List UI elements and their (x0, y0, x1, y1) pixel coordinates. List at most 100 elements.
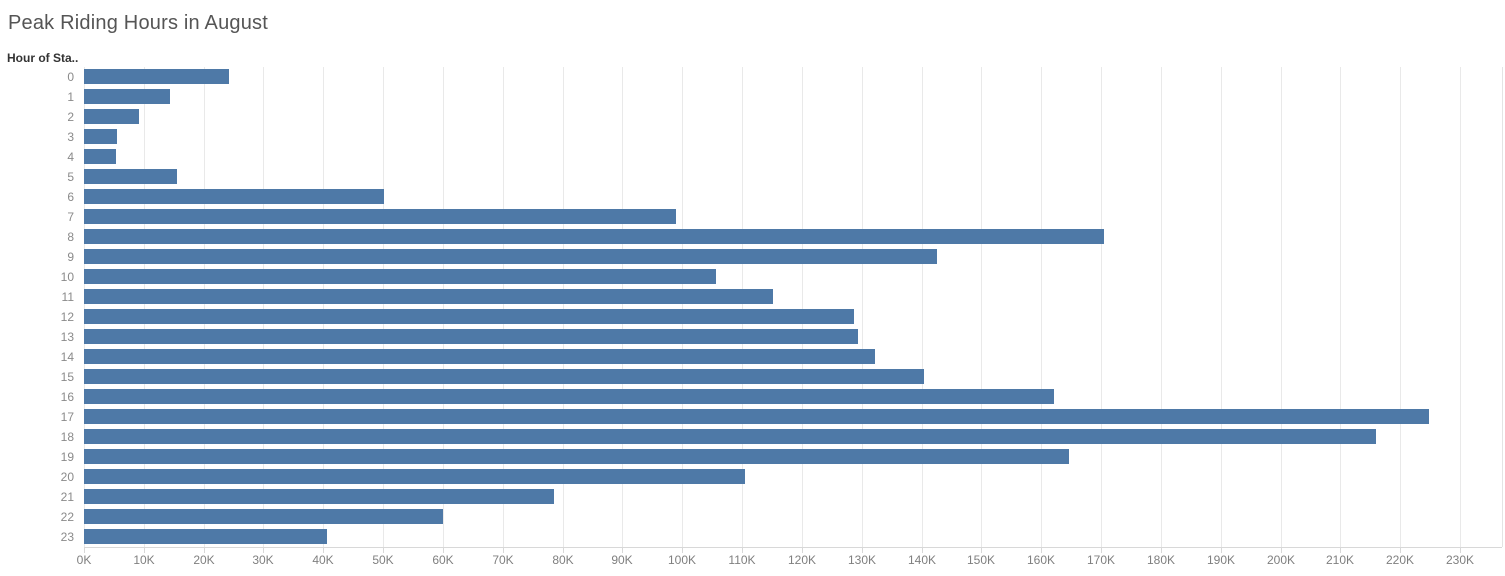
x-axis-tick (1101, 548, 1102, 553)
x-tick-label-20K: 20K (193, 553, 215, 567)
gridline (1400, 67, 1401, 547)
x-axis-tick (622, 548, 623, 553)
x-axis-tick (922, 548, 923, 553)
y-header-hour-20[interactable]: 20 (60, 470, 74, 484)
bar-hour-18[interactable] (84, 429, 1376, 444)
x-axis-tick (742, 548, 743, 553)
bar-hour-14[interactable] (84, 349, 875, 364)
bar-hour-5[interactable] (84, 169, 177, 184)
x-tick-label-140K: 140K (907, 553, 937, 567)
y-header-hour-2[interactable]: 2 (67, 110, 74, 124)
y-header-hour-1[interactable]: 1 (67, 90, 74, 104)
bar-hour-8[interactable] (84, 229, 1104, 244)
gridline (443, 67, 444, 547)
gridline (742, 67, 743, 547)
bar-hour-3[interactable] (84, 129, 117, 144)
x-axis-tick (443, 548, 444, 553)
y-header-hour-11[interactable]: 11 (61, 290, 74, 304)
bar-hour-21[interactable] (84, 489, 554, 504)
gridline (1041, 67, 1042, 547)
x-tick-label-80K: 80K (552, 553, 574, 567)
x-axis-line (84, 547, 1502, 548)
y-header-hour-7[interactable]: 7 (67, 210, 74, 224)
bar-hour-0[interactable] (84, 69, 229, 84)
x-tick-label-0K: 0K (76, 553, 92, 567)
y-header-hour-22[interactable]: 22 (60, 510, 74, 524)
bar-hour-20[interactable] (84, 469, 745, 484)
bar-hour-17[interactable] (84, 409, 1429, 424)
x-axis-tick (383, 548, 384, 553)
y-header-hour-8[interactable]: 8 (67, 230, 74, 244)
gridline (682, 67, 683, 547)
x-tick-label-50K: 50K (372, 553, 394, 567)
x-tick-label-160K: 160K (1026, 553, 1056, 567)
bar-hour-12[interactable] (84, 309, 854, 324)
gridline (1460, 67, 1461, 547)
gridline (1101, 67, 1102, 547)
y-header-hour-4[interactable]: 4 (67, 150, 74, 164)
y-header-hour-19[interactable]: 19 (60, 450, 74, 464)
x-tick-label-150K: 150K (966, 553, 996, 567)
y-header-hour-15[interactable]: 15 (60, 370, 74, 384)
y-header-hour-17[interactable]: 17 (60, 410, 74, 424)
bar-hour-4[interactable] (84, 149, 116, 164)
bar-hour-13[interactable] (84, 329, 858, 344)
y-header-hour-23[interactable]: 23 (60, 530, 74, 544)
y-header-hour-21[interactable]: 21 (60, 490, 74, 504)
plot-right-border (1502, 67, 1503, 547)
gridline (204, 67, 205, 547)
y-header-hour-18[interactable]: 18 (60, 430, 74, 444)
x-axis-tick (84, 548, 85, 553)
bar-hour-22[interactable] (84, 509, 443, 524)
bar-hour-23[interactable] (84, 529, 327, 544)
bar-hour-10[interactable] (84, 269, 716, 284)
x-axis-tick (1161, 548, 1162, 553)
bar-hour-1[interactable] (84, 89, 170, 104)
bar-hour-7[interactable] (84, 209, 676, 224)
y-header-hour-0[interactable]: 0 (67, 70, 74, 84)
x-axis-tick (1041, 548, 1042, 553)
x-axis-tick (563, 548, 564, 553)
bar-hour-16[interactable] (84, 389, 1054, 404)
gridline (263, 67, 264, 547)
x-axis-tick (1400, 548, 1401, 553)
y-header-hour-9[interactable]: 9 (67, 250, 74, 264)
bar-hour-19[interactable] (84, 449, 1069, 464)
y-header-hour-12[interactable]: 12 (60, 310, 74, 324)
gridline (144, 67, 145, 547)
x-tick-label-130K: 130K (847, 553, 877, 567)
y-header-hour-3[interactable]: 3 (67, 130, 74, 144)
gridline (84, 67, 85, 547)
y-header-hour-16[interactable]: 16 (60, 390, 74, 404)
x-tick-label-40K: 40K (312, 553, 334, 567)
gridline (922, 67, 923, 547)
bar-hour-11[interactable] (84, 289, 773, 304)
bar-hour-2[interactable] (84, 109, 139, 124)
gridline (1340, 67, 1341, 547)
x-axis-tick (802, 548, 803, 553)
bar-hour-6[interactable] (84, 189, 384, 204)
y-axis-field-label: Hour of Sta.. (7, 51, 79, 65)
y-header-hour-13[interactable]: 13 (60, 330, 74, 344)
y-header-hour-10[interactable]: 10 (60, 270, 74, 284)
gridline (1281, 67, 1282, 547)
x-axis-tick (263, 548, 264, 553)
gridline (1221, 67, 1222, 547)
x-tick-label-70K: 70K (492, 553, 514, 567)
x-axis-tick (1221, 548, 1222, 553)
gridline (802, 67, 803, 547)
x-tick-label-30K: 30K (252, 553, 274, 567)
bar-hour-9[interactable] (84, 249, 937, 264)
gridline (383, 67, 384, 547)
x-tick-label-110K: 110K (728, 553, 756, 567)
x-tick-label-180K: 180K (1146, 553, 1176, 567)
y-header-hour-14[interactable]: 14 (60, 350, 74, 364)
y-header-hour-5[interactable]: 5 (67, 170, 74, 184)
gridline (981, 67, 982, 547)
x-axis-tick (144, 548, 145, 553)
x-tick-label-60K: 60K (432, 553, 454, 567)
x-axis-tick (204, 548, 205, 553)
bar-hour-15[interactable] (84, 369, 924, 384)
y-header-hour-6[interactable]: 6 (67, 190, 74, 204)
